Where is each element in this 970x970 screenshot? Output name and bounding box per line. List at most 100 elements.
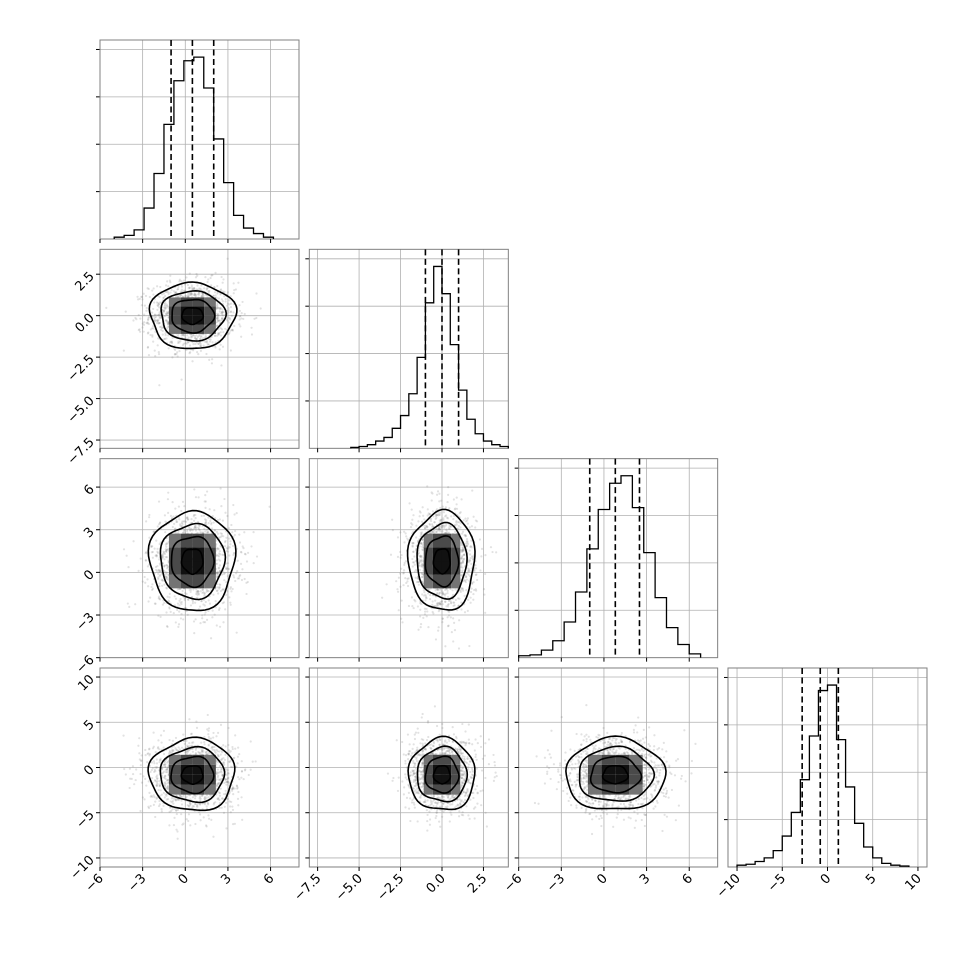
scatter-point: [166, 542, 169, 545]
scatter-point: [151, 588, 154, 591]
scatter-point: [421, 564, 424, 567]
scatter-point: [218, 559, 222, 562]
scatter-point: [187, 287, 190, 290]
scatter-point: [236, 787, 239, 790]
scatter-point: [174, 621, 177, 624]
scatter-point: [195, 293, 198, 296]
scatter-point: [224, 608, 227, 611]
scatter-point: [231, 805, 234, 808]
scatter-point: [201, 591, 204, 595]
scatter-point: [451, 589, 454, 592]
scatter-point: [229, 310, 233, 313]
scatter-point: [221, 602, 224, 605]
scatter-point: [141, 569, 144, 572]
scatter-point: [202, 344, 205, 347]
scatter-point: [456, 521, 459, 524]
scatter-point: [214, 346, 217, 349]
scatter-point: [423, 518, 426, 521]
scatter-point: [167, 285, 170, 288]
scatter-point: [144, 294, 148, 298]
density-cell: [168, 306, 181, 316]
scatter-point: [166, 280, 169, 283]
scatter-point: [187, 813, 191, 816]
scatter-point: [452, 617, 455, 620]
scatter-point: [205, 352, 208, 356]
scatter-point: [213, 613, 216, 616]
scatter-point: [154, 319, 157, 322]
scatter-point: [215, 559, 218, 562]
y-tick-label: −3: [73, 610, 97, 634]
scatter-point: [194, 294, 197, 297]
scatter-point: [216, 306, 219, 309]
scatter-point: [474, 526, 477, 529]
scatter-point: [205, 288, 208, 291]
scatter-point: [178, 278, 181, 281]
scatter-point: [397, 609, 400, 612]
scatter-point: [188, 286, 191, 289]
scatter-point: [182, 794, 185, 798]
scatter-point: [450, 515, 453, 518]
scatter-point: [421, 506, 424, 509]
scatter-point: [155, 762, 159, 765]
scatter-point: [195, 338, 198, 341]
scatter-point: [180, 288, 183, 291]
scatter-point: [438, 513, 441, 516]
scatter-point: [194, 336, 197, 340]
scatter-point: [216, 314, 219, 317]
scatter-point: [230, 590, 233, 593]
scatter-point: [158, 317, 161, 320]
scatter-point: [396, 536, 400, 539]
scatter-point: [402, 584, 405, 587]
scatter-point: [446, 595, 450, 599]
scatter-point: [191, 349, 195, 352]
scatter-point: [174, 292, 177, 295]
scatter-point: [412, 550, 415, 553]
scatter-point: [420, 575, 424, 579]
scatter-point: [462, 553, 466, 556]
scatter-point: [167, 292, 170, 295]
scatter-point: [166, 323, 170, 326]
scatter-point: [140, 295, 143, 298]
scatter-point: [228, 554, 231, 557]
scatter-point: [172, 749, 175, 752]
scatter-point: [464, 517, 467, 520]
scatter-point: [178, 599, 181, 602]
scatter-point: [158, 562, 161, 565]
scatter-point: [396, 555, 400, 558]
scatter-point: [446, 500, 449, 504]
scatter-point: [154, 568, 158, 571]
scatter-point: [217, 608, 221, 611]
scatter-point: [147, 585, 150, 588]
scatter-point: [203, 340, 206, 343]
scatter-point: [179, 340, 182, 343]
scatter-point: [193, 293, 196, 296]
scatter-point: [238, 304, 241, 307]
scatter-point: [157, 500, 161, 503]
scatter-point: [161, 293, 164, 296]
scatter-point: [445, 514, 448, 517]
scatter-point: [228, 331, 231, 334]
scatter-point: [224, 545, 227, 548]
scatter-point: [186, 528, 189, 531]
scatter-point: [220, 275, 223, 279]
scatter-point: [241, 568, 244, 571]
scatter-point: [192, 343, 195, 346]
scatter-point: [199, 819, 202, 822]
scatter-point: [192, 527, 196, 530]
scatter-point: [225, 318, 228, 321]
scatter-point: [162, 550, 165, 553]
scatter-point: [128, 786, 131, 790]
scatter-point: [227, 567, 230, 571]
scatter-point: [229, 603, 232, 606]
scatter-point: [194, 295, 197, 298]
scatter-point: [227, 309, 230, 312]
scatter-point: [466, 543, 470, 546]
scatter-point: [207, 796, 210, 799]
scatter-point: [177, 340, 180, 343]
scatter-point: [144, 581, 147, 584]
scatter-point: [221, 314, 224, 317]
scatter-point: [242, 546, 245, 550]
scatter-point: [213, 509, 216, 512]
scatter-point: [412, 514, 415, 517]
scatter-point: [141, 326, 144, 329]
